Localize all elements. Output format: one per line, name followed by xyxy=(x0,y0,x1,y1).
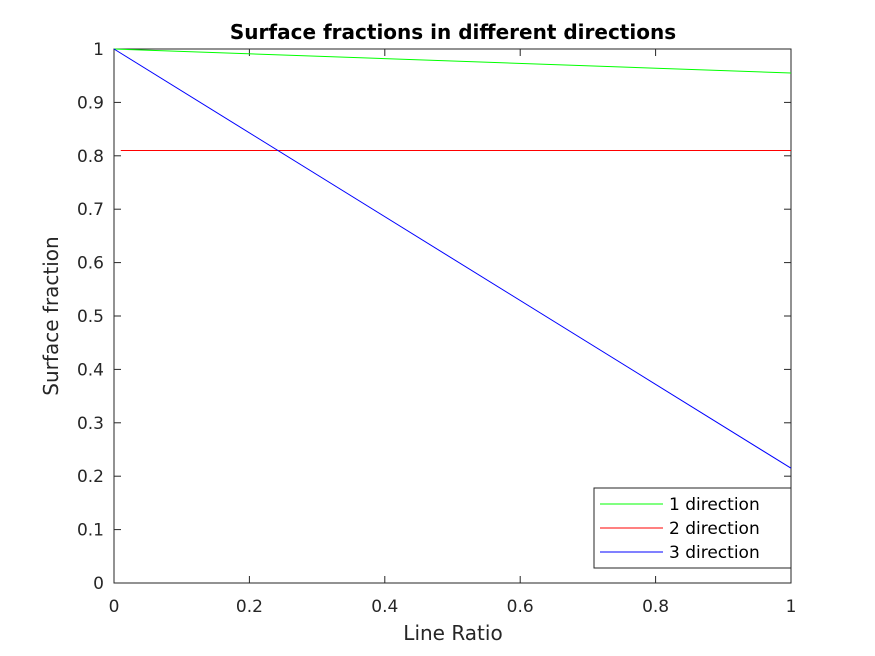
chart-title: Surface fractions in different direction… xyxy=(230,20,676,44)
legend-label-1: 1 direction xyxy=(669,495,760,515)
series-line-3 xyxy=(113,48,792,469)
x-tick-label: 0.6 xyxy=(507,597,534,617)
y-tick-label: 1 xyxy=(93,40,104,60)
legend-label-3: 3 direction xyxy=(669,543,760,563)
legend-label-2: 2 direction xyxy=(669,519,760,539)
y-tick-label: 0.4 xyxy=(77,360,104,380)
y-tick-label: 0.6 xyxy=(77,254,104,274)
legend: 1 direction 2 direction 3 direction xyxy=(593,487,792,569)
series-lines xyxy=(113,48,792,469)
x-tick-label: 0.8 xyxy=(642,597,669,617)
y-tick-label: 0 xyxy=(93,574,104,594)
x-tick-label: 0 xyxy=(109,597,120,617)
series-line-1 xyxy=(113,48,792,74)
x-axis-label: Line Ratio xyxy=(403,621,502,645)
y-axis-label: Surface fraction xyxy=(39,236,63,395)
x-tick-label: 1 xyxy=(786,597,797,617)
x-tick-label: 0.2 xyxy=(236,597,263,617)
axes: 0 0.2 0.4 0.6 0.8 1 0 0.1 0.2 0.3 0.4 0.5 0.6 0.7 0.8 0… xyxy=(77,40,796,617)
y-tick-label: 0.8 xyxy=(77,147,104,167)
y-tick-label: 0.5 xyxy=(77,307,104,327)
x-tick-label: 0.4 xyxy=(371,597,398,617)
y-tick-label: 0.1 xyxy=(77,521,104,541)
y-tick-label: 0.2 xyxy=(77,467,104,487)
y-tick-label: 0.9 xyxy=(77,93,104,113)
y-tick-label: 0.7 xyxy=(77,200,104,220)
y-tick-label: 0.3 xyxy=(77,414,104,434)
